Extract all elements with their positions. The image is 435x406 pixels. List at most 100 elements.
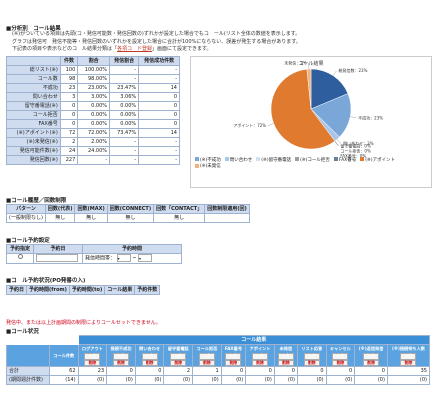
status-cell: (0): [106, 375, 136, 385]
header-cell: 予約時間: [82, 244, 182, 254]
status-input-button[interactable]: 入力: [141, 353, 158, 360]
status-cell: 1: [192, 366, 222, 376]
legend-item: (※)アポイント: [360, 157, 395, 163]
pie-label-5: FAX番号：0%: [340, 152, 366, 158]
status-cell: (0): [192, 375, 222, 385]
status-input-button[interactable]: 入力: [170, 353, 187, 360]
status-delete-button[interactable]: 削除: [170, 359, 187, 366]
note-line-2: グラフは発信可 発信不能等・発信回数のいずれかを設定した場合に合計が100%にな…: [12, 38, 301, 45]
section-title-reservation-status: ■コ ル予約状況(PO発番の入): [6, 278, 86, 284]
status-input-button[interactable]: 入力: [363, 353, 380, 360]
summary-cell: 3: [59, 92, 79, 102]
header-cell: [6, 56, 61, 66]
summary-cell: -: [138, 74, 180, 84]
summary-cell: 23.47%: [109, 83, 140, 93]
pie-chart: コール結果 総発信数：23% 不成功：23% 問い合わせ：3%留守番電話：0%コール…: [233, 60, 383, 159]
summary-row-label: 不成功: [6, 83, 61, 93]
results-note: (※)がついている項目は先頭(コ・発信可能数・発信回数の)ずれかが設定した場合で…: [12, 31, 432, 54]
status-input-button[interactable]: 入力: [225, 353, 242, 360]
summary-cell: 24.00%: [77, 146, 111, 156]
status-delete-button[interactable]: 削除: [225, 359, 242, 366]
reservation-checkbox[interactable]: [17, 254, 23, 260]
summary-row-label: コール拒否: [6, 110, 61, 120]
status-delete-button[interactable]: 削除: [112, 359, 129, 366]
summary-cell: -: [109, 65, 140, 75]
status-delete-button[interactable]: 削除: [332, 359, 349, 366]
status-delete-button[interactable]: 削除: [363, 359, 380, 366]
status-input-button[interactable]: 入力: [252, 353, 268, 360]
summary-cell: 0: [59, 101, 79, 111]
status-delete-button[interactable]: 削除: [277, 359, 294, 366]
status-header-cell: (※)接続待ち人数 入力 削除: [386, 344, 431, 367]
summary-cell: -: [138, 65, 180, 75]
status-cell: (0): [325, 375, 356, 385]
legend-label: (※)留守番電話: [261, 157, 292, 163]
status-delete-button[interactable]: 削除: [400, 359, 417, 366]
pie-leader-5: [334, 140, 339, 147]
status-cell: 0: [220, 366, 247, 376]
section-title-call-status: ■コール状況: [6, 329, 39, 335]
status-input-button[interactable]: 入力: [112, 353, 129, 360]
status-delete-button[interactable]: 削除: [198, 359, 215, 366]
time-range-label: 発信時間帯：: [85, 255, 116, 262]
status-input-button[interactable]: 入力: [277, 353, 294, 360]
call-status-table: コール結果 コール件数 ログアウト 入力 削除 接続不成功 入力 削除 問い合わせ 入力 削除 留守…: [6, 335, 431, 385]
cell: (一般制限なし): [6, 213, 46, 223]
summary-row-label: 発信回数(※): [6, 155, 61, 165]
pie-label-0: 総発信数：23%: [338, 67, 367, 73]
reservation-time-cell: 発信時間帯： ▾ ~ ▾: [82, 253, 182, 264]
status-input-button[interactable]: 入力: [332, 353, 349, 360]
header-cell: コール結果: [104, 285, 136, 295]
summary-cell: 73.47%: [109, 128, 140, 138]
status-input-button[interactable]: 入力: [303, 353, 320, 360]
time-from-select[interactable]: ▾: [116, 254, 131, 262]
header-cell: 回数(MAX): [74, 204, 108, 214]
legend-label: (※)コール拒否: [300, 157, 330, 163]
legend-label: (※)未発信: [200, 164, 221, 169]
pie-label-4: コール拒否：0%: [340, 147, 371, 153]
summary-row: (※)アポイント(※) 72 72.00% 73.47% 14: [6, 128, 180, 138]
summary-cell: 227: [59, 155, 79, 165]
summary-cell: 100.00%: [77, 65, 111, 75]
status-input-button[interactable]: 入力: [198, 353, 215, 360]
status-cell: 0: [325, 366, 356, 376]
status-input-button[interactable]: 入力: [84, 353, 101, 360]
chart-title: コール結果: [298, 60, 323, 67]
pie-label-7: 未発信：2%: [284, 60, 307, 66]
call-limit-header-row: パターン 回数(代表) 回数(MAX) 回数(CONNECT) 回数「CONTA…: [6, 204, 250, 214]
time-to-select[interactable]: ▾: [138, 254, 152, 262]
summary-cell: 0: [138, 92, 180, 102]
summary-row-label: (※)未発信(※): [6, 137, 61, 147]
legend-label: 問い合わせ: [229, 157, 253, 163]
summary-cell: 100: [59, 65, 79, 75]
status-cell: (14): [48, 375, 79, 385]
summary-cell: 0: [59, 119, 79, 129]
summary-cell: 0.00%: [77, 101, 111, 111]
status-delete-button[interactable]: 削除: [141, 359, 158, 366]
status-cell: (0): [163, 375, 194, 385]
status-delete-button[interactable]: 削除: [303, 359, 320, 366]
summary-row-label: 発信可能件数(※): [6, 146, 61, 156]
cell: 無し: [106, 213, 155, 223]
warning-message: 発信中、または以上計画期間の制限によりコールセットできません。: [6, 320, 161, 326]
legend-item: (※)未発信: [195, 163, 221, 169]
summary-cell: -: [109, 74, 140, 84]
code-registration-link[interactable]: 各項コ ド登録: [117, 46, 153, 52]
summary-row-label: (※)アポイント(※): [6, 128, 61, 138]
call-status-group-row: コール結果: [6, 335, 431, 345]
summary-cell: 3.00%: [77, 92, 111, 102]
header-cell: 予約日: [33, 244, 83, 254]
status-input-button[interactable]: 入力: [400, 353, 417, 360]
status-delete-button[interactable]: 削除: [252, 359, 268, 366]
summary-header-row: 件数 割合 発信割合 発信成功件数: [6, 56, 180, 66]
status-header-cell: 接続不成功 入力 削除: [106, 344, 136, 367]
status-header-cell: コール拒否 入力 削除: [192, 344, 222, 367]
reservation-date-input[interactable]: [36, 254, 78, 262]
status-cell: (0): [354, 375, 388, 385]
status-cell: (0): [77, 375, 108, 385]
pie-label-6: アポイント：72%: [233, 122, 266, 128]
legend-label: (※)不成功: [200, 157, 221, 163]
status-delete-button[interactable]: 削除: [84, 359, 101, 366]
status-header-cell: 留守番電話 入力 削除: [163, 344, 194, 367]
reservation-header-row: 予約指定 予約日 予約時間: [6, 244, 182, 254]
